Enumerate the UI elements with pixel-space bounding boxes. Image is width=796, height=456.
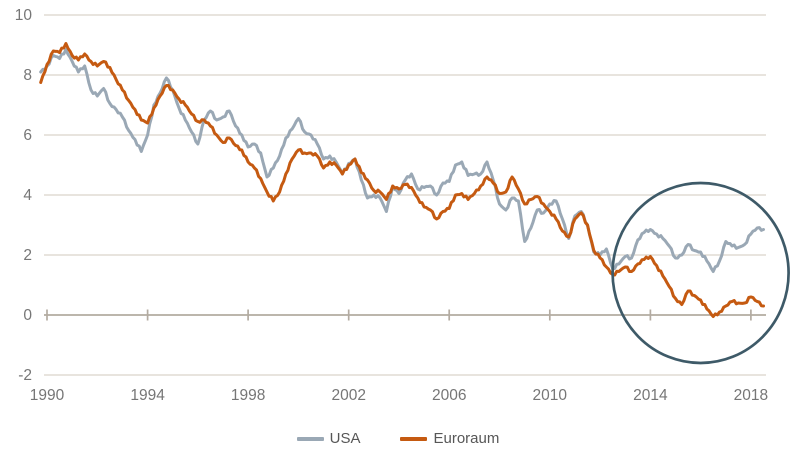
legend-item-usa: USA [296, 430, 361, 447]
y-tick-label: 0 [23, 307, 32, 324]
usa-line [39, 48, 765, 273]
legend: USA Euroraum [0, 431, 796, 446]
usa-line-swatch [296, 436, 324, 441]
x-tick-label: 2010 [533, 387, 568, 404]
y-tick-label: 2 [23, 247, 32, 264]
legend-item-euroraum: Euroraum [400, 431, 499, 446]
x-tick-label: 1998 [231, 387, 265, 404]
usa-legend-label: USA [329, 430, 361, 447]
x-tick-label: 1994 [130, 387, 165, 404]
y-tick-label: 4 [23, 187, 32, 204]
x-tick-label: 2014 [633, 387, 668, 404]
x-tick-label: 2018 [734, 387, 768, 404]
y-tick-label: -2 [18, 367, 32, 384]
y-tick-label: 10 [15, 7, 33, 24]
x-tick-label: 2002 [331, 387, 365, 404]
x-tick-label: 2006 [432, 387, 466, 404]
x-tick-label: 1990 [30, 387, 65, 404]
y-tick-label: 8 [23, 67, 32, 84]
y-tick-label: 6 [23, 127, 32, 144]
euroraum-legend-label: Euroraum [433, 430, 500, 447]
annotation-circle [611, 181, 790, 365]
euroraum-line [39, 42, 765, 318]
euroraum-line-swatch [400, 436, 428, 441]
